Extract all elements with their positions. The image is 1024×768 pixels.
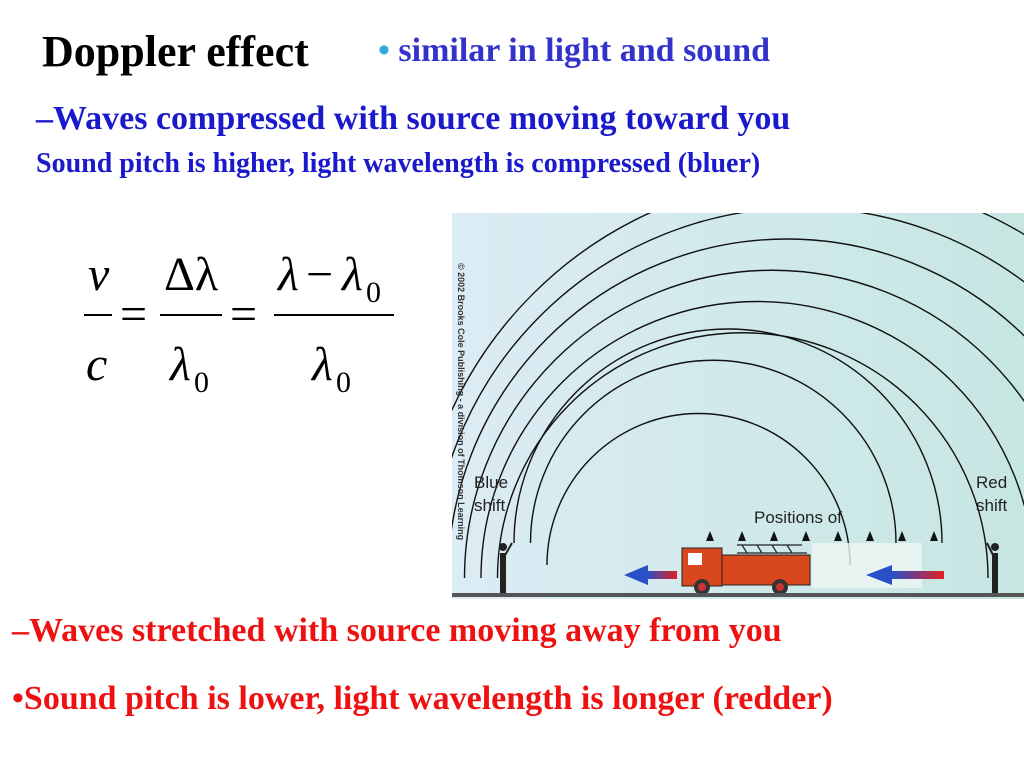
source-positions: [706, 531, 938, 541]
eq-lambda: λ: [276, 248, 299, 301]
blue-shift-label-2: shift: [474, 496, 505, 515]
doppler-fire-truck-figure: © 2002 Brooks Cole Publishing - a divisi…: [452, 213, 1024, 599]
observer-right: [986, 542, 999, 593]
bullet-marker: •: [378, 32, 390, 69]
wavefront-arc: [529, 359, 897, 544]
higher-pitch-line: Sound pitch is higher, light wavelength …: [36, 148, 761, 179]
eq-delta-lambda: Δλ: [164, 248, 219, 301]
motion-arrow-right: [866, 565, 944, 585]
source-position-marker: [834, 531, 842, 541]
observer-left: [499, 542, 513, 593]
eq-lambda0-2: λ: [340, 248, 363, 301]
wavefront-arc: [452, 213, 1024, 459]
slide-title: Doppler effect: [42, 27, 309, 76]
eq-sub0-2: 0: [366, 276, 381, 309]
eq-c: c: [86, 338, 107, 391]
wavefront-arc: [480, 300, 1024, 579]
eq-equals2: =: [230, 288, 257, 341]
eq-sub0-3: 0: [336, 366, 351, 399]
source-position-marker: [706, 531, 714, 541]
wavefront-arc: [463, 269, 1024, 579]
wavefront-arc: [513, 328, 943, 544]
eq-lambda0-3: λ: [310, 338, 333, 391]
lower-pitch-line: •Sound pitch is lower, light wavelength …: [12, 680, 833, 717]
red-shift-label-1: Red: [976, 473, 1007, 492]
wavefront-arcs: [452, 213, 1024, 579]
motion-arrow-left: [624, 565, 677, 585]
positions-label: Positions of: [754, 508, 842, 527]
source-position-marker: [866, 531, 874, 541]
wavefront-arc: [546, 412, 851, 566]
eq-lambda0-1: λ: [168, 338, 191, 391]
source-position-marker: [930, 531, 938, 541]
eq-equals1: =: [120, 288, 147, 341]
bullet-similar: • similar in light and sound: [378, 32, 770, 70]
source-position-marker: [770, 531, 778, 541]
ground: [452, 593, 1024, 597]
fire-truck: [681, 544, 811, 595]
stretched-line: –Waves stretched with source moving away…: [12, 612, 782, 649]
doppler-equation: v c = Δλ λ 0 = λ − λ 0 λ 0: [84, 248, 394, 399]
wavefront-arc: [496, 332, 989, 579]
red-shift-label-2: shift: [976, 496, 1007, 515]
eq-v: v: [88, 248, 110, 301]
wavefront-arc: [452, 213, 1024, 412]
source-position-marker: [802, 531, 810, 541]
eq-sub0-1: 0: [194, 366, 209, 399]
source-position-marker: [898, 531, 906, 541]
blue-shift-label-1: Blue: [474, 473, 508, 492]
eq-minus: −: [306, 248, 333, 301]
wavefront-arc: [452, 238, 1024, 532]
source-position-marker: [738, 531, 746, 541]
compressed-line: –Waves compressed with source moving tow…: [36, 100, 791, 137]
bullet-text: similar in light and sound: [398, 32, 771, 69]
copyright-text: © 2002 Brooks Cole Publishing - a divisi…: [456, 263, 466, 540]
